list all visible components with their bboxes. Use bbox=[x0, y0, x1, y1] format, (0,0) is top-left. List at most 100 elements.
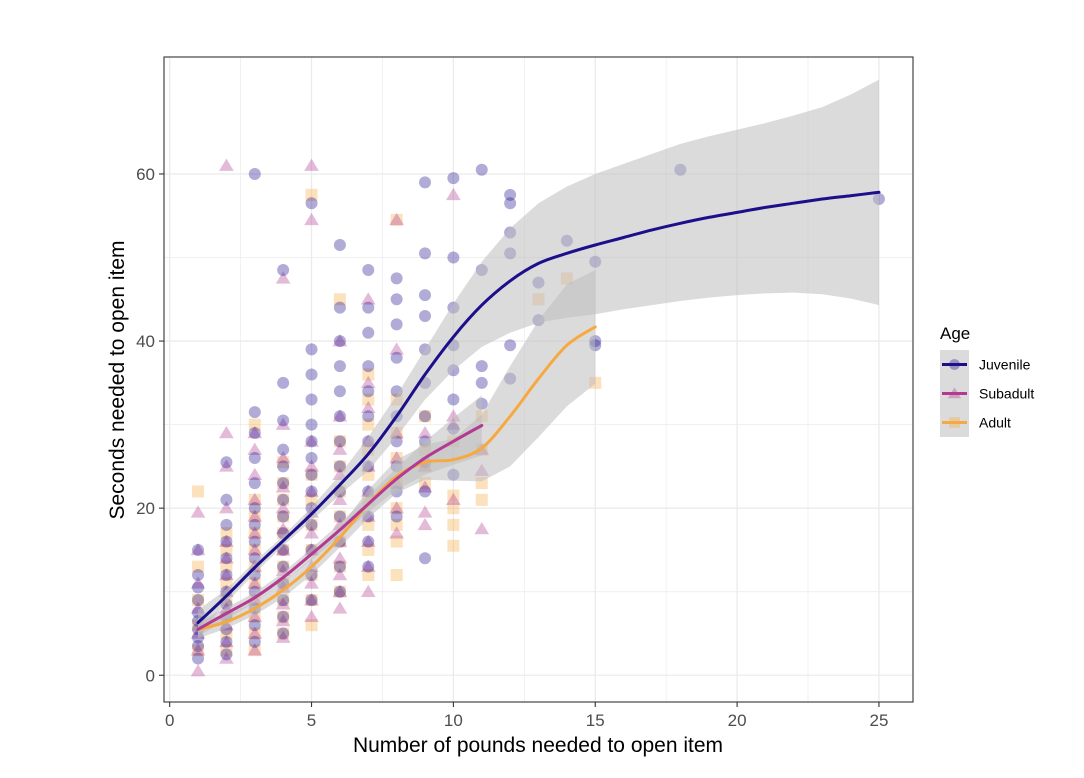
point-juvenile bbox=[447, 393, 460, 406]
point-juvenile bbox=[305, 485, 318, 498]
x-tick-label: 25 bbox=[869, 711, 888, 730]
point-juvenile bbox=[333, 585, 346, 598]
point-juvenile bbox=[305, 435, 318, 448]
point-subadult bbox=[247, 442, 263, 455]
point-juvenile bbox=[277, 493, 290, 506]
point-juvenile bbox=[277, 627, 290, 640]
point-subadult bbox=[360, 375, 376, 389]
point-juvenile bbox=[220, 535, 233, 548]
legend-item-subadult: Subadult bbox=[940, 379, 1034, 408]
point-juvenile bbox=[192, 581, 205, 594]
point-adult bbox=[333, 435, 346, 448]
point-juvenile bbox=[305, 468, 318, 481]
point-subadult bbox=[332, 409, 348, 422]
point-subadult bbox=[247, 626, 263, 639]
point-adult bbox=[447, 502, 460, 515]
point-adult bbox=[248, 510, 261, 523]
point-adult bbox=[248, 527, 261, 540]
x-tick-label: 20 bbox=[728, 711, 747, 730]
point-juvenile bbox=[248, 477, 261, 490]
point-subadult bbox=[332, 551, 348, 564]
smooth-line-juvenile bbox=[196, 190, 881, 625]
point-adult bbox=[248, 543, 261, 556]
point-adult bbox=[277, 477, 290, 490]
point-subadult bbox=[275, 271, 291, 284]
point-adult bbox=[362, 393, 375, 406]
point-adult bbox=[333, 585, 346, 598]
point-subadult bbox=[360, 534, 376, 547]
point-subadult bbox=[275, 522, 291, 535]
point-subadult bbox=[304, 212, 319, 226]
legend-label: Subadult bbox=[979, 386, 1034, 402]
point-subadult bbox=[304, 526, 319, 539]
y-tick-label: 0 bbox=[146, 666, 155, 685]
plot-panel bbox=[163, 56, 914, 703]
point-subadult bbox=[304, 593, 319, 606]
point-juvenile bbox=[333, 460, 346, 473]
point-juvenile bbox=[419, 289, 432, 302]
point-juvenile bbox=[277, 610, 290, 623]
point-juvenile bbox=[333, 360, 346, 373]
point-subadult bbox=[247, 643, 263, 656]
point-adult bbox=[248, 627, 261, 640]
point-subadult bbox=[417, 505, 433, 518]
point-subadult bbox=[332, 442, 348, 455]
point-subadult bbox=[275, 501, 291, 514]
point-juvenile bbox=[277, 376, 290, 389]
point-subadult bbox=[389, 212, 404, 226]
point-subadult bbox=[219, 158, 234, 171]
point-adult bbox=[447, 539, 460, 552]
point-subadult bbox=[304, 158, 319, 171]
point-juvenile bbox=[277, 560, 290, 573]
x-tick-label: 0 bbox=[165, 711, 174, 730]
point-adult bbox=[277, 610, 290, 623]
point-juvenile bbox=[390, 272, 403, 285]
point-juvenile bbox=[277, 414, 290, 427]
point-juvenile bbox=[305, 343, 318, 356]
point-juvenile bbox=[220, 493, 233, 506]
point-subadult bbox=[247, 509, 263, 522]
point-juvenile bbox=[362, 385, 375, 398]
point-subadult bbox=[304, 609, 319, 623]
point-subadult bbox=[247, 425, 263, 439]
point-subadult bbox=[219, 534, 234, 547]
point-adult bbox=[277, 456, 290, 469]
point-juvenile bbox=[305, 418, 318, 431]
point-juvenile bbox=[220, 552, 233, 565]
point-juvenile bbox=[419, 410, 432, 423]
point-juvenile bbox=[362, 560, 375, 573]
point-subadult bbox=[247, 492, 263, 506]
point-juvenile bbox=[305, 594, 318, 607]
point-juvenile bbox=[248, 518, 261, 531]
point-subadult bbox=[360, 559, 376, 572]
y-tick-label: 20 bbox=[136, 499, 155, 518]
point-juvenile bbox=[333, 410, 346, 423]
point-subadult bbox=[360, 400, 376, 414]
x-tick-label: 10 bbox=[444, 711, 463, 730]
point-juvenile bbox=[333, 385, 346, 398]
point-subadult bbox=[247, 576, 263, 589]
point-juvenile bbox=[305, 393, 318, 406]
point-subadult bbox=[417, 480, 433, 493]
point-subadult bbox=[275, 613, 291, 627]
legend-title: Age bbox=[940, 324, 970, 343]
point-adult bbox=[305, 188, 318, 201]
point-juvenile bbox=[305, 452, 318, 465]
point-juvenile bbox=[248, 502, 261, 515]
legend-item-adult: Adult bbox=[940, 408, 1011, 437]
legend-label: Adult bbox=[979, 415, 1011, 431]
point-adult bbox=[248, 644, 261, 657]
point-adult bbox=[192, 594, 205, 607]
point-juvenile bbox=[192, 569, 205, 582]
point-subadult bbox=[304, 459, 319, 472]
point-juvenile bbox=[419, 176, 432, 189]
point-adult bbox=[305, 594, 318, 607]
point-juvenile bbox=[362, 410, 375, 423]
point-subadult bbox=[446, 492, 461, 506]
point-subadult bbox=[190, 643, 206, 656]
point-juvenile bbox=[277, 264, 290, 277]
point-subadult bbox=[275, 630, 291, 643]
point-juvenile bbox=[277, 443, 290, 456]
point-subadult bbox=[474, 522, 490, 535]
y-tick-label: 60 bbox=[136, 165, 155, 184]
